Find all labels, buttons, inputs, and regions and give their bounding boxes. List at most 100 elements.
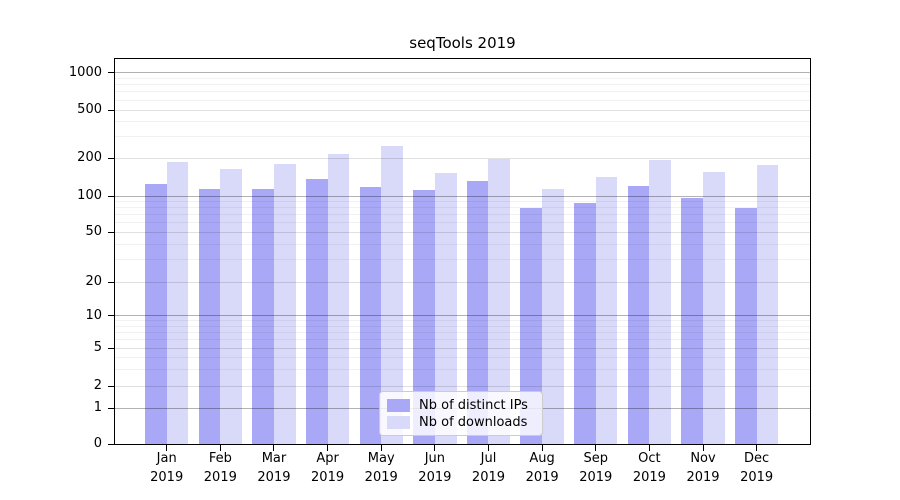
bar-distinct-ips-aug bbox=[520, 207, 543, 444]
y-tick bbox=[108, 157, 114, 159]
bar-downloads-aug bbox=[542, 189, 564, 444]
bar-downloads-sep bbox=[595, 176, 618, 444]
x-tick-label-jun: Jun 2019 bbox=[418, 451, 452, 485]
gridline-minor bbox=[115, 207, 810, 209]
x-tick-label-jan: Jan 2019 bbox=[150, 451, 184, 485]
x-tick bbox=[648, 445, 650, 451]
y-tick-label: 50 bbox=[85, 224, 102, 239]
x-tick bbox=[541, 445, 543, 451]
y-tick bbox=[108, 195, 114, 197]
bar-downloads-oct bbox=[649, 159, 672, 444]
gridline-minor bbox=[115, 356, 810, 358]
x-tick bbox=[219, 445, 221, 451]
legend-item-downloads: Nb of downloads bbox=[387, 415, 533, 430]
gridline-minor bbox=[115, 368, 810, 370]
bar-downloads-feb bbox=[220, 168, 243, 444]
x-tick bbox=[166, 445, 168, 451]
x-tick-label-oct: Oct 2019 bbox=[632, 451, 666, 485]
x-tick-label-sep: Sep 2019 bbox=[579, 451, 613, 485]
bar-downloads-jul bbox=[488, 158, 511, 444]
gridline bbox=[115, 281, 810, 283]
gridline-minor bbox=[115, 77, 810, 79]
y-tick-label: 1000 bbox=[68, 64, 102, 80]
legend: Nb of distinct IPs Nb of downloads bbox=[379, 391, 543, 436]
bar-downloads-jan bbox=[166, 161, 189, 444]
gridline-minor bbox=[115, 339, 810, 341]
gridline bbox=[115, 109, 810, 111]
legend-label-downloads: Nb of downloads bbox=[419, 415, 528, 430]
legend-label-distinct-ips: Nb of distinct IPs bbox=[419, 398, 528, 413]
gridline-minor bbox=[115, 84, 810, 86]
bar-distinct-ips-may bbox=[359, 186, 382, 444]
y-tick bbox=[108, 109, 114, 111]
x-tick bbox=[273, 445, 275, 451]
x-tick bbox=[380, 445, 382, 451]
gridline-major bbox=[115, 195, 810, 197]
gridline-minor bbox=[115, 214, 810, 216]
y-tick-label: 2 bbox=[93, 378, 102, 393]
bar-downloads-may bbox=[381, 145, 403, 444]
gridline-minor bbox=[115, 320, 810, 322]
bar-distinct-ips-dec bbox=[734, 207, 757, 444]
bar-downloads-dec bbox=[756, 164, 779, 444]
x-tick bbox=[595, 445, 597, 451]
y-tick bbox=[108, 281, 114, 283]
y-tick-label: 5 bbox=[93, 340, 102, 356]
bar-downloads-nov bbox=[703, 171, 725, 444]
legend-swatch-downloads bbox=[387, 416, 410, 429]
bar-distinct-ips-feb bbox=[198, 189, 221, 444]
gridline-major bbox=[115, 315, 810, 317]
gridline-minor bbox=[115, 201, 810, 203]
y-tick bbox=[108, 347, 114, 349]
x-tick-label-jul: Jul 2019 bbox=[471, 451, 506, 485]
y-tick-label: 1 bbox=[93, 400, 102, 415]
gridline bbox=[115, 385, 810, 387]
plot-area bbox=[114, 58, 811, 445]
gridline-major bbox=[115, 72, 810, 73]
bar-distinct-ips-jul bbox=[466, 181, 489, 444]
y-tick bbox=[108, 385, 114, 387]
y-tick bbox=[108, 443, 114, 445]
x-tick bbox=[434, 445, 436, 451]
x-tick-label-feb: Feb 2019 bbox=[203, 451, 237, 485]
gridline bbox=[115, 231, 810, 233]
y-tick bbox=[108, 407, 114, 409]
y-tick bbox=[108, 72, 114, 73]
x-tick bbox=[327, 445, 329, 451]
legend-swatch-distinct-ips bbox=[387, 399, 410, 412]
y-tick-label: 100 bbox=[77, 188, 102, 204]
x-tick-label-nov: Nov 2019 bbox=[686, 451, 720, 485]
gridline-minor bbox=[115, 91, 810, 93]
legend-item-distinct-ips: Nb of distinct IPs bbox=[387, 398, 533, 413]
bar-distinct-ips-apr bbox=[305, 178, 328, 444]
x-tick-label-mar: Mar 2019 bbox=[257, 451, 291, 485]
bar-distinct-ips-sep bbox=[574, 203, 596, 444]
gridline-minor bbox=[115, 259, 810, 261]
bar-distinct-ips-nov bbox=[681, 198, 703, 444]
gridline bbox=[115, 347, 810, 349]
y-tick bbox=[108, 231, 114, 233]
chart-title: seqTools 2019 bbox=[409, 34, 516, 52]
gridline-minor bbox=[115, 136, 810, 138]
bar-downloads-jun bbox=[434, 173, 457, 444]
gridline-minor bbox=[115, 222, 810, 224]
x-tick-label-may: May 2019 bbox=[364, 451, 398, 485]
y-tick-label: 10 bbox=[85, 307, 102, 323]
x-tick bbox=[756, 445, 758, 451]
y-tick-label: 0 bbox=[93, 436, 102, 451]
bar-downloads-mar bbox=[273, 164, 296, 444]
x-tick bbox=[702, 445, 704, 451]
x-tick bbox=[487, 445, 489, 451]
gridline-minor bbox=[115, 325, 810, 327]
bar-distinct-ips-mar bbox=[252, 188, 274, 444]
bar-downloads-apr bbox=[327, 153, 350, 444]
bar-distinct-ips-jan bbox=[145, 184, 167, 444]
y-tick-label: 500 bbox=[77, 102, 102, 117]
x-tick-label-dec: Dec 2019 bbox=[740, 451, 774, 485]
bar-distinct-ips-jun bbox=[413, 190, 435, 444]
x-tick-label-aug: Aug 2019 bbox=[525, 451, 559, 485]
gridline-minor bbox=[115, 243, 810, 245]
gridline-minor bbox=[115, 99, 810, 101]
x-tick-label-apr: Apr 2019 bbox=[311, 451, 345, 485]
